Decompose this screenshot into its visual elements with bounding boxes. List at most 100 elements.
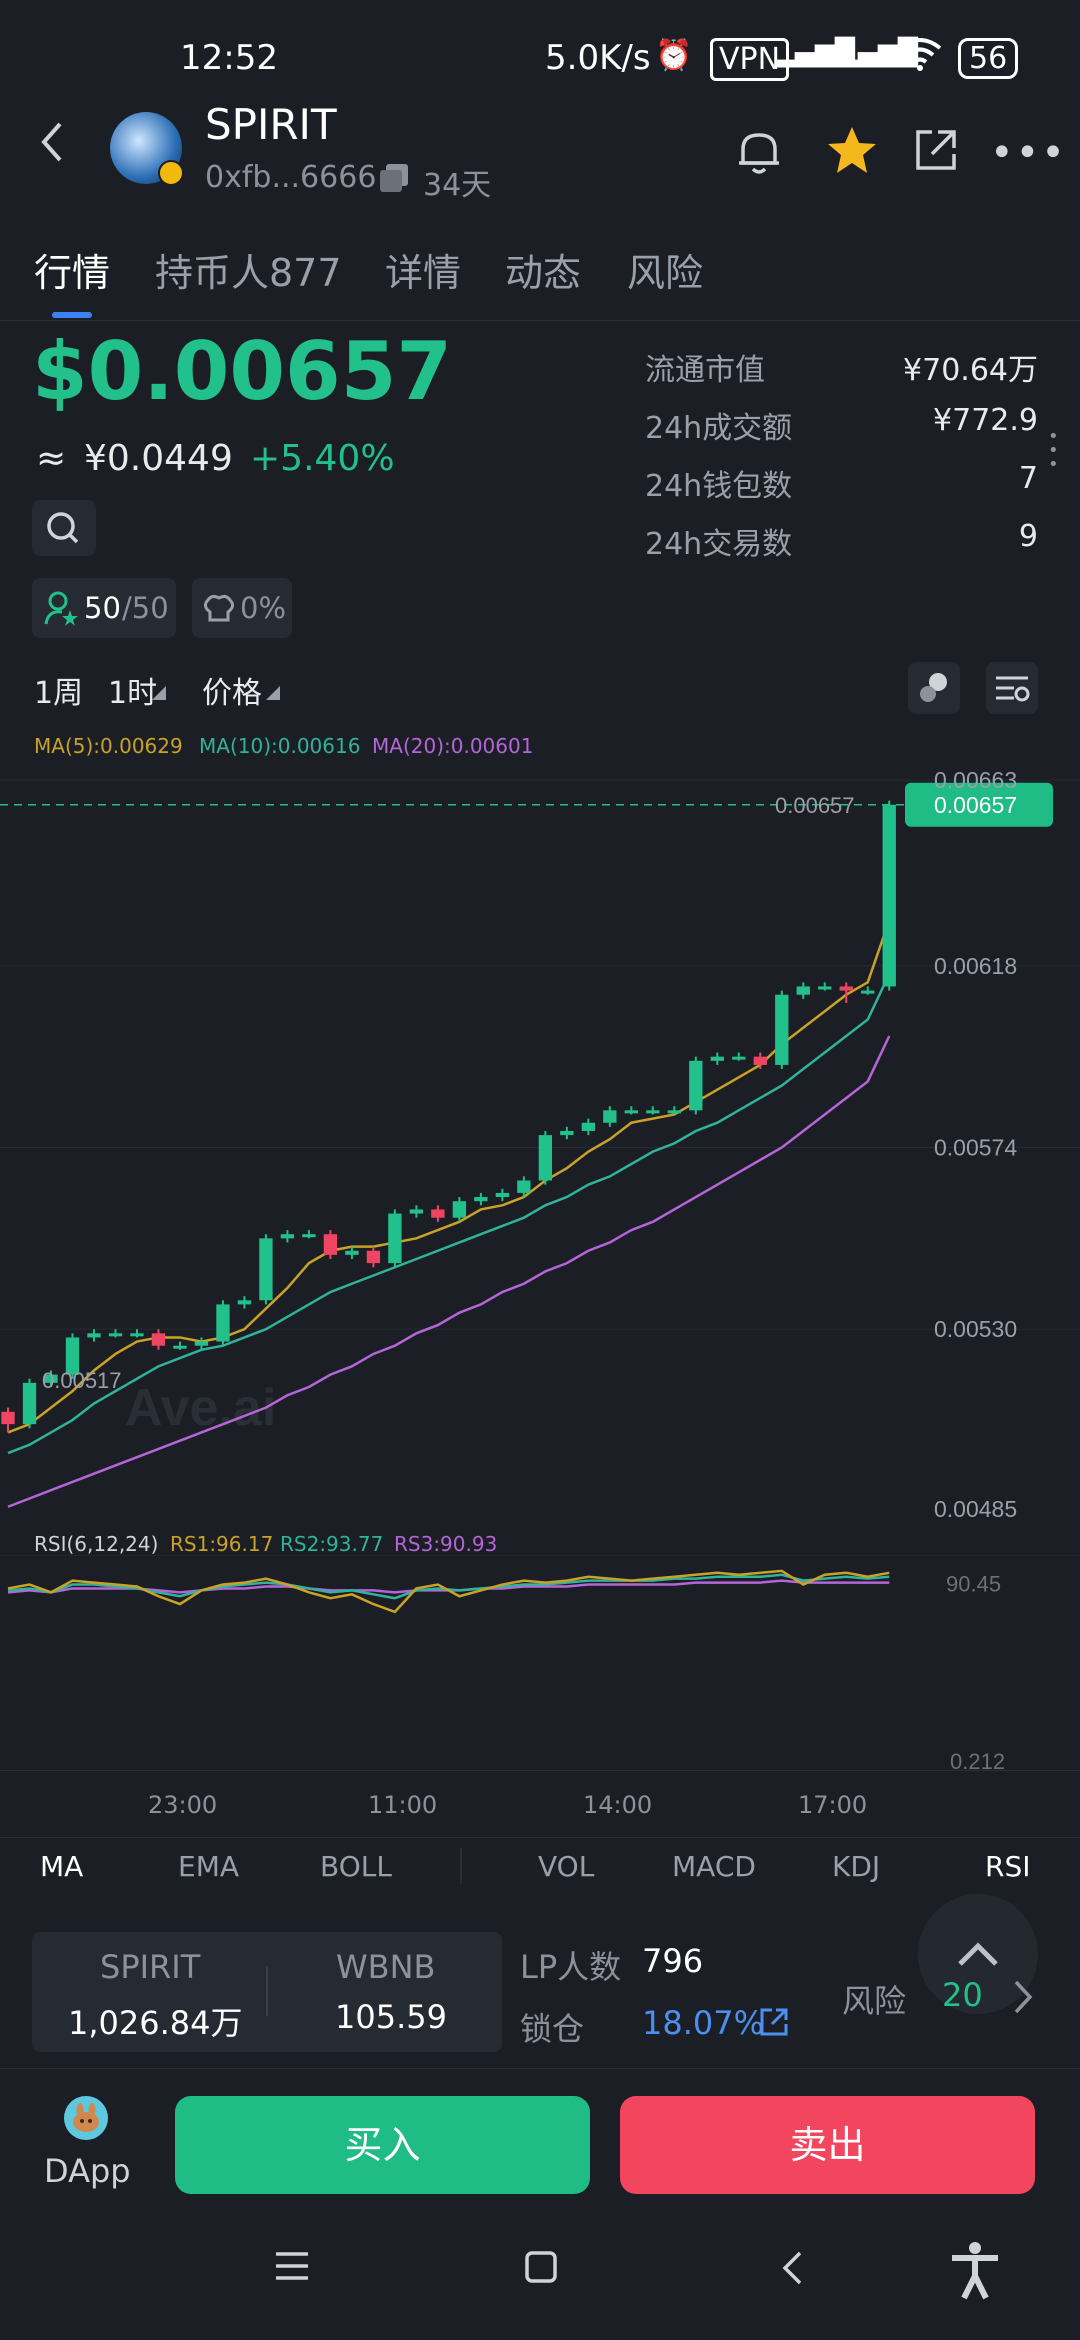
lock-value[interactable]: 18.07% [642, 2004, 765, 2042]
rs1-line [7, 1569, 890, 1614]
accessibility-icon[interactable] [948, 2240, 1002, 2304]
scroll-top-button[interactable] [918, 1894, 1038, 2014]
battery-indicator: 56 [958, 38, 1019, 79]
buy-button[interactable]: 买入 [175, 2096, 590, 2194]
candle-body [108, 1333, 123, 1337]
dropdown-arrow-icon [266, 686, 280, 700]
copy-icon[interactable] [378, 162, 410, 198]
low-price-label: 0.00517 [42, 1368, 122, 1393]
candle-body [452, 1201, 467, 1218]
candlestick-chart[interactable]: Ave.ai0.00657 0.006570.006630.006180.0057… [0, 760, 1080, 1530]
approx-sign: ≈ [36, 438, 67, 479]
mode-selector[interactable]: 价格 [202, 676, 262, 711]
ma10-legend: MA(10):0.00616 [199, 734, 361, 758]
candle-body [581, 1122, 596, 1131]
risk-score[interactable]: 20 [942, 1976, 983, 2014]
tax-value: 0% [240, 591, 287, 625]
watermark: Ave.ai [125, 1379, 276, 1437]
stat-value: ¥70.64万 [903, 353, 1038, 388]
indicator-tab-boll[interactable]: BOLL [320, 1850, 392, 1883]
y-tick: 0.00618 [934, 953, 1017, 979]
candle-body [151, 1333, 166, 1346]
indicator-tab-kdj[interactable]: KDJ [832, 1850, 881, 1883]
candle-body [65, 1337, 80, 1375]
tab-holders[interactable]: 持币人877 [155, 251, 342, 295]
price-usd: $0.00657 [32, 325, 453, 418]
network-speed: 5.0K/s [545, 38, 651, 78]
last-price-label: 0.00657 [775, 793, 855, 818]
tab-risk[interactable]: 风险 [627, 251, 704, 295]
interval-selector[interactable]: 1时 [108, 676, 158, 711]
lp-count-label: LP人数 [520, 1948, 622, 1986]
stat-value: ¥772.9 [933, 403, 1038, 438]
last-price-badge-label: 0.00657 [934, 792, 1017, 818]
alarm-icon: ⏰ [655, 38, 693, 73]
ma5-legend: MA(5):0.00629 [34, 734, 183, 758]
candle-body [775, 994, 789, 1065]
external-link-icon[interactable] [758, 2006, 790, 2042]
side-handle-icon[interactable]: • • • [1048, 426, 1059, 475]
candle-body [538, 1135, 553, 1181]
token-name: SPIRIT [205, 100, 337, 149]
pool-amount-b: 105.59 [335, 1998, 447, 2036]
candle-body [818, 986, 832, 990]
tab-activity[interactable]: 动态 [505, 251, 582, 295]
holders-count: 50 [84, 591, 121, 625]
status-time: 12:52 [180, 38, 278, 78]
candle-body [259, 1238, 273, 1301]
candle-body [345, 1250, 359, 1255]
menu-nav-icon[interactable] [274, 2250, 310, 2286]
ma5-line [7, 919, 891, 1434]
range-selector[interactable]: 1周 [34, 676, 84, 711]
drawing-tool-button[interactable] [908, 662, 960, 714]
x-tick: 14:00 [583, 1791, 653, 1819]
share-icon[interactable] [912, 126, 960, 178]
candle-body [624, 1110, 638, 1114]
candle-body [603, 1110, 617, 1123]
bell-icon[interactable] [733, 125, 785, 181]
x-tick: 17:00 [798, 1791, 868, 1819]
dropdown-arrow-icon [152, 686, 166, 700]
tab-details[interactable]: 详情 [385, 251, 462, 295]
price-change: +5.40% [250, 438, 395, 479]
indicator-tab-macd[interactable]: MACD [672, 1850, 756, 1883]
token-address: 0xfb...6666 [205, 160, 377, 195]
more-icon[interactable]: ••• [990, 130, 1067, 176]
rsi-bottom-label: 0.212 [950, 1749, 1005, 1774]
candle-body [130, 1333, 144, 1337]
candle-body [882, 804, 896, 987]
x-tick: 23:00 [148, 1791, 218, 1819]
candle-body [474, 1197, 488, 1202]
candle-body [173, 1345, 187, 1349]
stat-label: 24h成交额 [645, 411, 793, 446]
stat-label: 流通市值 [645, 353, 765, 388]
pancakeswap-icon[interactable] [64, 2096, 108, 2140]
indicator-tab-ma[interactable]: MA [40, 1850, 84, 1883]
tab-market[interactable]: 行情 [34, 251, 111, 295]
y-tick: 0.00485 [934, 1496, 1017, 1522]
chevron-right-icon[interactable] [1012, 1978, 1034, 2020]
divider [266, 1966, 268, 2016]
tax-badge[interactable]: 0% [192, 578, 292, 638]
lock-label: 锁仓 [520, 2010, 585, 2048]
candle-body [753, 1056, 767, 1065]
user-star-icon [44, 590, 78, 630]
indicator-tab-ema[interactable]: EMA [178, 1850, 240, 1883]
home-nav-icon[interactable] [524, 2250, 558, 2288]
sell-button[interactable]: 卖出 [620, 2096, 1035, 2194]
holders-badge[interactable]: 50 /50 [32, 578, 176, 638]
chart-settings-button[interactable] [986, 662, 1038, 714]
dapp-label[interactable]: DApp [44, 2152, 131, 2190]
rsi-chart[interactable]: 90.45 0.212 [0, 1555, 1080, 1775]
star-icon[interactable] [826, 124, 878, 180]
wifi-icon [898, 38, 942, 80]
candle-body [323, 1234, 338, 1255]
active-tab-indicator [52, 312, 92, 318]
stat-value: 7 [1018, 461, 1038, 496]
back-button[interactable] [36, 118, 66, 178]
indicator-tab-vol[interactable]: VOL [538, 1850, 595, 1883]
back-nav-icon[interactable] [780, 2250, 804, 2290]
candle-body [667, 1110, 681, 1114]
search-button[interactable] [32, 500, 96, 556]
indicator-tab-rsi[interactable]: RSI [985, 1850, 1031, 1883]
